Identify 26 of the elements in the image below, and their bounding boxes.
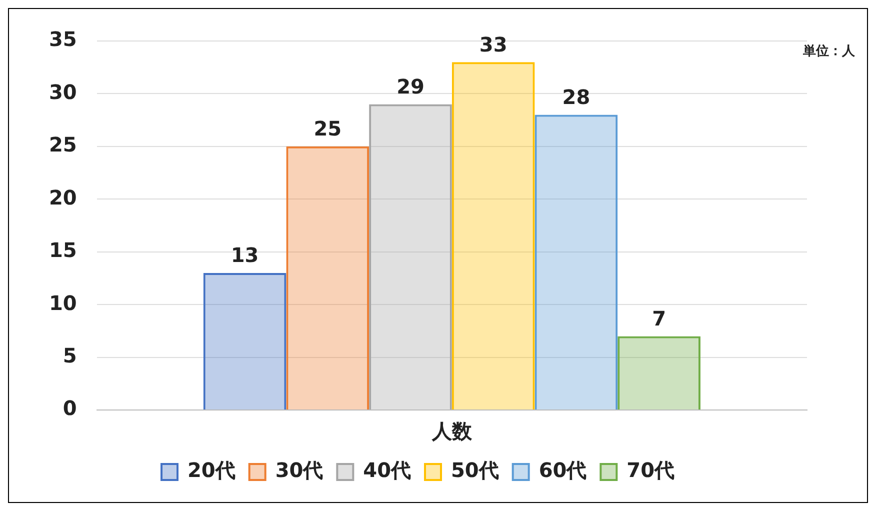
legend-label: 60代 bbox=[538, 458, 587, 482]
y-tick-label: 15 bbox=[48, 238, 77, 262]
data-label: 33 bbox=[479, 32, 508, 56]
annotation: 単位：人 bbox=[802, 44, 856, 59]
y-tick-label: 25 bbox=[48, 132, 77, 157]
legend-label: 40代 bbox=[363, 458, 412, 482]
y-tick-label: 20 bbox=[48, 185, 77, 210]
legend-label: 30代 bbox=[275, 458, 324, 482]
data-label: 7 bbox=[652, 306, 666, 330]
legend-label: 20代 bbox=[188, 458, 236, 482]
data-label: 13 bbox=[230, 243, 259, 268]
legend-label: 70代 bbox=[626, 458, 675, 482]
y-tick-label: 0 bbox=[62, 396, 77, 420]
data-label: 28 bbox=[562, 85, 590, 110]
bar bbox=[203, 272, 286, 410]
x-tick-label: 人数 bbox=[430, 419, 473, 444]
bar bbox=[618, 336, 700, 410]
y-tick-label: 10 bbox=[48, 290, 77, 315]
data-label: 29 bbox=[396, 74, 424, 98]
bar bbox=[286, 146, 370, 410]
y-tick-label: 5 bbox=[62, 343, 77, 368]
y-tick-label: 30 bbox=[48, 80, 77, 104]
data-label: 25 bbox=[314, 116, 342, 141]
y-tick-label: 35 bbox=[48, 27, 77, 52]
bar bbox=[534, 114, 618, 410]
legend-label: 50代 bbox=[451, 458, 499, 482]
